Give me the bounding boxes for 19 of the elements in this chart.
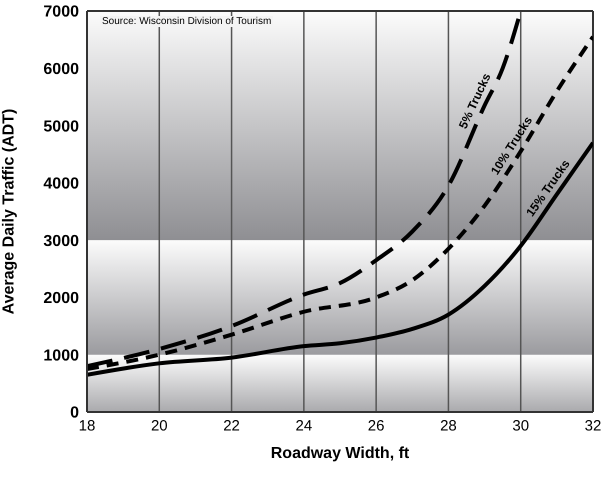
x-tick-label: 28	[440, 418, 457, 435]
y-tick-label: 2000	[43, 290, 80, 308]
x-tick-label: 18	[78, 418, 96, 435]
y-tick-label: 7000	[43, 4, 80, 21]
x-tick-label: 22	[223, 418, 240, 435]
y-axis-title: Average Daily Traffic (ADT)	[0, 108, 18, 314]
y-tick-label: 1000	[43, 347, 80, 364]
x-tick-label: 20	[150, 418, 168, 435]
x-axis-title: Roadway Width, ft	[270, 445, 410, 462]
y-tick-label: 5000	[43, 118, 80, 136]
y-tick-label: 6000	[43, 60, 80, 78]
annotation: Source: Wisconsin Division of Tourism	[100, 16, 274, 27]
y-tick-label: 3000	[43, 232, 80, 250]
y-tick-label: 0	[70, 404, 80, 422]
x-tick-label: 30	[512, 418, 530, 435]
x-tick-label: 32	[584, 418, 602, 435]
x-tick-label: 24	[296, 418, 312, 435]
y-tick-label: 4000	[43, 176, 80, 193]
x-tick-label: 26	[368, 418, 384, 435]
